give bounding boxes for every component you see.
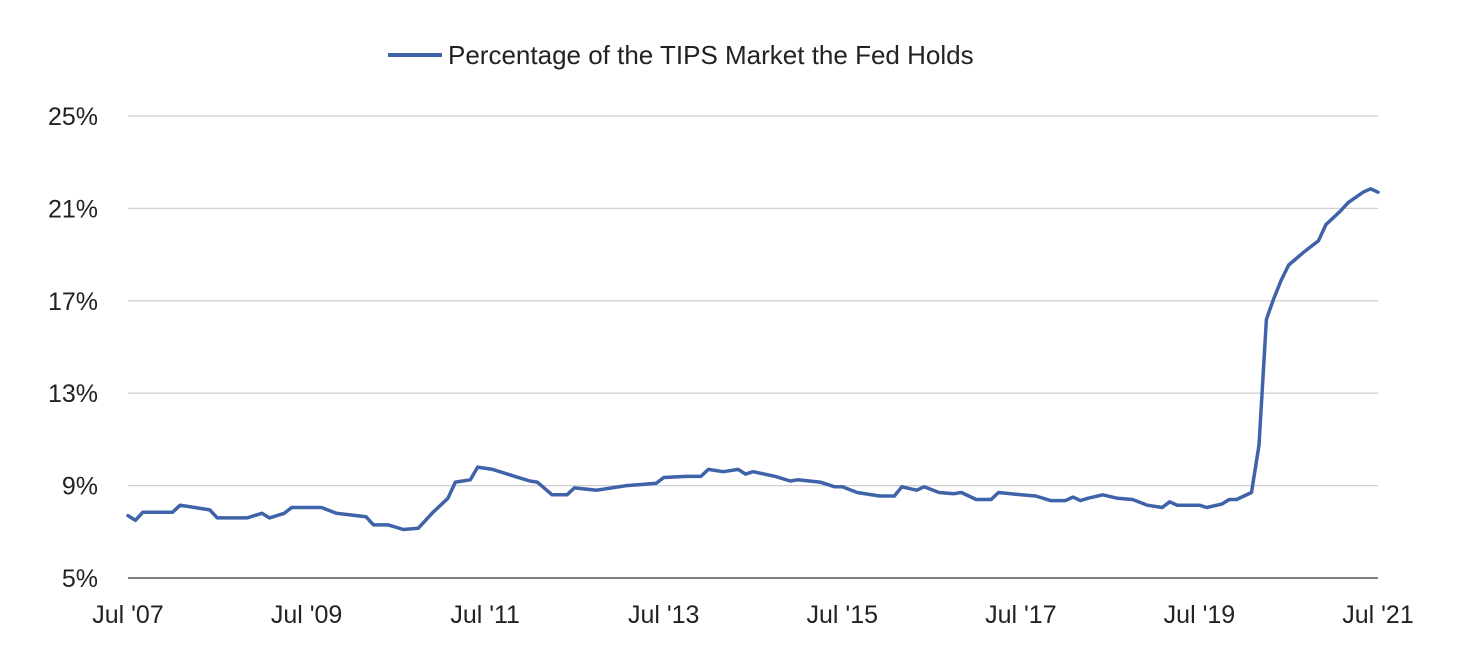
x-tick-label: Jul '07 [92,601,163,629]
legend: Percentage of the TIPS Market the Fed Ho… [388,40,974,70]
y-axis: 5% 9% 13% 17% 21% 25% [48,103,98,593]
y-tick-label: 13% [48,380,98,408]
x-tick-label: Jul '13 [628,601,699,629]
y-tick-label: 9% [62,473,98,501]
y-tick-label: 21% [48,195,98,223]
series-line [126,187,1380,532]
x-tick-label: Jul '19 [1164,601,1235,629]
x-tick-label: Jul '15 [807,601,878,629]
gridlines [128,115,1378,579]
x-tick-label: Jul '17 [985,601,1056,629]
x-tick-label: Jul '21 [1342,601,1413,629]
y-tick-label: 25% [48,103,98,131]
x-tick-label: Jul '11 [450,601,520,629]
x-tick-label: Jul '09 [271,601,342,629]
y-tick-label: 5% [62,565,98,593]
y-tick-label: 17% [48,288,98,316]
legend-label: Percentage of the TIPS Market the Fed Ho… [448,40,974,70]
x-axis: Jul '07 Jul '09 Jul '11 Jul '13 Jul '15 Jul '… [92,601,1413,629]
